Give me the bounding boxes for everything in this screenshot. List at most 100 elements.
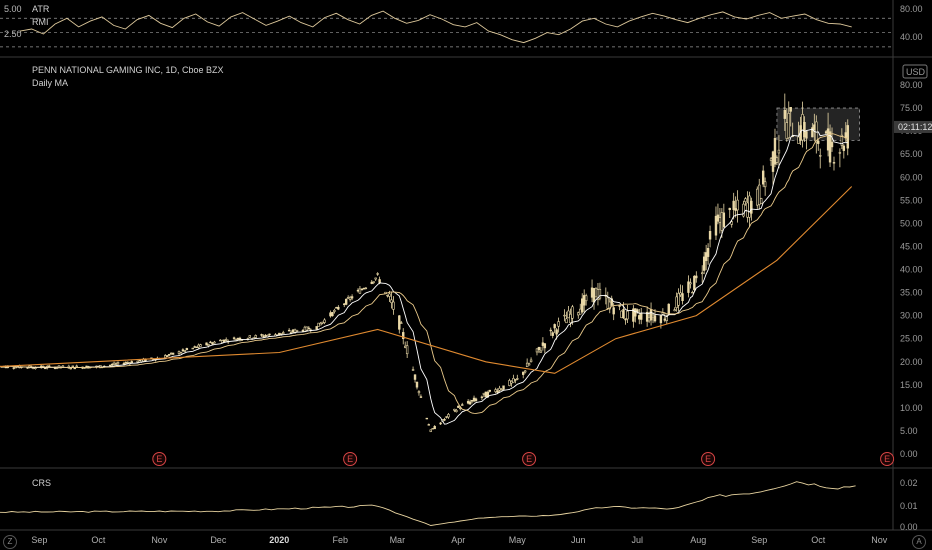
x-tick-label: Dec [210, 535, 227, 545]
candle-body [329, 312, 332, 317]
candle-body [681, 293, 684, 302]
candle-body [563, 314, 566, 317]
x-tick-label: Feb [333, 535, 349, 545]
candle-body [482, 392, 486, 395]
ma-mid-line [0, 133, 848, 414]
candle-body [508, 380, 511, 386]
price-tick: 65.00 [900, 149, 923, 159]
candle-body [510, 380, 513, 384]
candle-body [842, 145, 846, 151]
candle-body [344, 298, 348, 305]
candle-body [756, 188, 759, 206]
candle-body [496, 390, 499, 393]
candle-body [584, 295, 588, 302]
candlestick-series [0, 93, 849, 433]
candle-body [819, 155, 822, 157]
candle-body [832, 162, 836, 164]
candle-body [282, 332, 285, 334]
earnings-marker[interactable] [880, 452, 895, 466]
candle-body [337, 306, 340, 310]
candle-body [647, 317, 651, 322]
candle-body [219, 339, 222, 342]
last-price-box [894, 120, 932, 133]
candle-body [502, 385, 505, 390]
crs-line [0, 481, 856, 526]
candle-body [720, 212, 724, 231]
candle-body [769, 158, 773, 161]
candle-body [415, 381, 419, 388]
candle-body [718, 217, 722, 223]
top-right-tick-80: 80.00 [900, 4, 923, 14]
top-right-tick-40: 40.00 [900, 32, 923, 42]
candle-body [333, 309, 336, 312]
candle-body [565, 318, 568, 324]
candle-body [427, 424, 430, 426]
candle-body [445, 416, 448, 418]
candle-body [221, 340, 224, 343]
candle-body [689, 282, 692, 285]
crs-tick-0.02: 0.02 [900, 478, 918, 488]
crs-tick-0.00: 0.00 [900, 522, 918, 532]
earnings-marker-label: E [156, 454, 162, 464]
candle-body [543, 343, 547, 349]
x-tick-label: 2020 [269, 535, 289, 545]
currency-label: USD [906, 67, 926, 77]
candle-body [500, 389, 503, 391]
candle-body [335, 307, 338, 309]
candle-body [287, 329, 291, 332]
candle-body [667, 303, 670, 315]
candle-body [400, 322, 403, 324]
atr-label: ATR [32, 4, 50, 14]
currency-badge[interactable] [902, 64, 928, 79]
crs-panel [0, 481, 856, 526]
candle-body [728, 207, 731, 211]
earnings-marker[interactable] [701, 452, 716, 466]
candle-body [73, 367, 76, 370]
candle-body [606, 297, 609, 309]
candle-body [75, 365, 78, 368]
candle-body [549, 329, 552, 332]
candle-body [254, 335, 257, 338]
candle-body [474, 398, 478, 402]
candle-body [758, 184, 761, 205]
candle-body [213, 341, 216, 344]
earnings-marker[interactable] [152, 452, 167, 466]
earnings-marker[interactable] [343, 452, 358, 466]
oscillator-panel [0, 10, 893, 48]
timezone-icon[interactable]: Z [3, 535, 17, 549]
candle-body [732, 200, 735, 210]
candle-body [826, 128, 830, 151]
price-tick: 0.00 [900, 449, 918, 459]
earnings-marker-label: E [884, 454, 890, 464]
candle-body [291, 329, 295, 333]
moving-averages [0, 128, 853, 425]
candle-body [673, 309, 676, 312]
candle-body [659, 315, 663, 324]
candle-body [388, 293, 391, 297]
x-tick-label: Jul [632, 535, 644, 545]
earnings-marker[interactable] [522, 452, 537, 466]
candle-body [498, 387, 501, 391]
candle-body [640, 313, 643, 320]
candle-body [579, 308, 582, 315]
candle-body [651, 314, 655, 318]
auto-scale-icon[interactable]: A [912, 535, 926, 549]
candle-body [110, 364, 114, 366]
candle-body [750, 200, 753, 214]
candle-body [571, 306, 574, 319]
candle-body [535, 348, 539, 353]
candle-body [472, 397, 476, 402]
candle-body [716, 214, 720, 222]
main-title: PENN NATIONAL GAMING INC, 1D, Cboe BZX [32, 65, 224, 75]
candle-body [114, 363, 118, 365]
candle-body [626, 310, 629, 320]
candle-body [360, 288, 364, 291]
candle-body [179, 352, 183, 354]
price-tick: 10.00 [900, 403, 923, 413]
candle-body [551, 332, 554, 336]
candle-body [362, 288, 366, 290]
price-tick: 30.00 [900, 311, 923, 321]
candle-body [783, 109, 787, 119]
candle-body [268, 333, 271, 336]
